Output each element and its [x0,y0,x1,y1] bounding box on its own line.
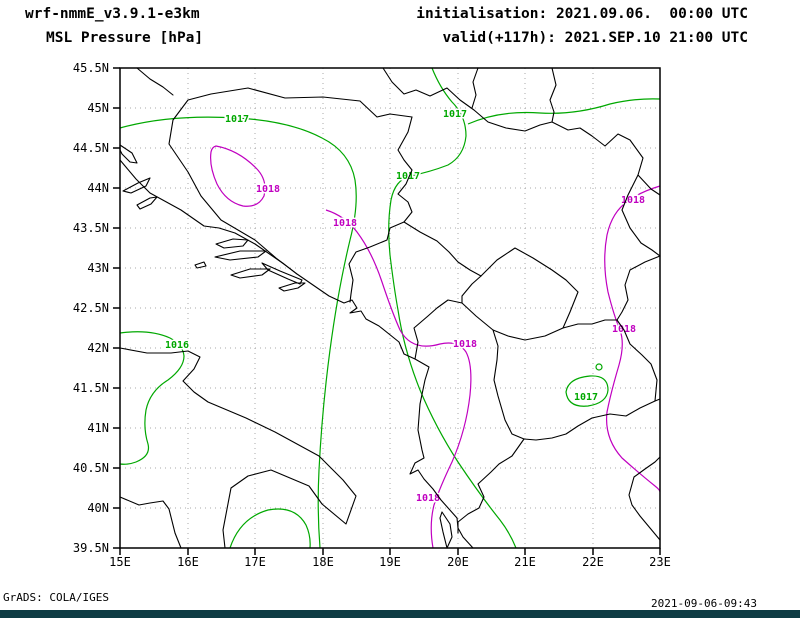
map-outlines [119,67,661,549]
isobar-1018-northwest-loop [210,145,266,207]
contour-label: 1018 [416,493,440,504]
island-hvar [214,250,267,261]
border-serbia-bulgaria-north [621,174,661,257]
border-montenegro-kosovo [461,275,482,304]
y-axis-tick-label: 40N [87,501,109,515]
y-axis-tick-label: 41N [87,421,109,435]
border-montenegro-serbia [403,221,482,277]
island-brac [215,238,249,249]
contour-label: 1018 [256,184,280,195]
x-axis-tick-label: 17E [244,555,266,569]
border-kosovo [461,247,579,341]
river-tisa [471,67,479,109]
coastline-balkan [119,159,474,549]
x-axis-tick-label: 22E [582,555,604,569]
valid-time-label: valid(+117h): 2021.SEP.10 21:00 UTC [442,30,748,46]
border-croatia-bosnia [168,87,413,275]
border-bosnia-serbia-drina [348,116,413,303]
isobar-1017-northeast [467,98,661,125]
axis-ticks [113,67,661,555]
creation-timestamp: 2021-09-06-09:43 [651,597,757,610]
graticule [120,68,660,548]
isobar-1017-central [388,67,517,549]
border-danube [382,67,661,196]
y-axis-tick-label: 41.5N [73,381,109,395]
contour-label: 1018 [621,195,645,206]
isobar-1017-west [119,116,357,549]
island-mljet [278,282,306,292]
contour-label: 1017 [225,114,249,125]
island-kornati [136,196,158,210]
grads-credit: GrADS: COLA/IGES [3,591,109,604]
island-vis [194,261,207,269]
border-slovenia-croatia [136,67,174,96]
island-pag [119,144,138,164]
y-axis-tick-label: 44.5N [73,141,109,155]
y-axis-tick-label: 45.5N [73,61,109,75]
contour-label: 1017 [443,109,467,120]
island-corfu [439,511,453,549]
border-serbia-romania [549,67,557,123]
border-macedonia-bulgaria [616,319,658,402]
coastline-italy-adriatic [119,347,357,549]
x-axis-tick-label: 20E [447,555,469,569]
x-axis-tick-label: 16E [177,555,199,569]
y-axis-tick-label: 45N [87,101,109,115]
border-macedonia-albania [492,329,525,440]
border-montenegro-albania [413,299,463,360]
border-serbia-macedonia [562,319,618,329]
y-axis-tick-label: 43.5N [73,221,109,235]
x-axis-tick-label: 19E [379,555,401,569]
peninsula-peljesac [261,262,303,285]
y-axis-tick-label: 43N [87,261,109,275]
model-title: wrf-nmmE_v3.9.1-e3km [25,6,200,22]
border-serbia-bulgaria-south [616,255,661,321]
isobar-1016-west-lobe [119,331,185,465]
magenta-isobars [210,145,661,549]
isobar-1017-speck [595,363,603,371]
x-axis-tick-label: 15E [109,555,131,569]
contour-labels: 1017 1017 1017 1016 1017 1018 1018 1018 … [163,108,646,506]
x-axis-tick-label: 21E [514,555,536,569]
y-axis-tick-label: 42N [87,341,109,355]
border-albania-greece [457,438,525,534]
y-axis-tick-label: 40.5N [73,461,109,475]
border-macedonia-greece [523,400,656,441]
x-axis-tick-label: 18E [312,555,334,569]
contour-label: 1017 [396,171,420,182]
y-axis-labels: 45.5N 45N 44.5N 44N 43.5N 43N 42.5N 42N … [73,61,109,555]
coastline-italy-tyrrhenian [119,496,182,549]
island-dugi-otok [122,177,151,194]
field-title: MSL Pressure [hPa] [46,30,204,46]
isobar-1017-closed-loop [565,375,609,407]
contour-label: 1016 [165,340,189,351]
bottom-bar [0,610,800,618]
y-axis-tick-label: 39.5N [73,541,109,555]
isobar-1018-central [325,209,472,549]
coastline-aegean [628,456,661,541]
contour-label: 1018 [333,218,357,229]
x-axis-labels: 15E 16E 17E 18E 19E 20E 21E 22E 23E [109,555,671,569]
island-korcula [230,268,271,279]
y-axis-tick-label: 44N [87,181,109,195]
x-axis-tick-label: 23E [649,555,671,569]
contour-label: 1017 [574,392,598,403]
border-greece-bulgaria [654,398,661,402]
init-time-label: initialisation: 2021.09.06. 00:00 UTC [416,6,748,22]
contour-label: 1018 [453,339,477,350]
green-isobars [119,67,661,549]
y-axis-tick-label: 42.5N [73,301,109,315]
isobar-south-arc [229,508,311,549]
